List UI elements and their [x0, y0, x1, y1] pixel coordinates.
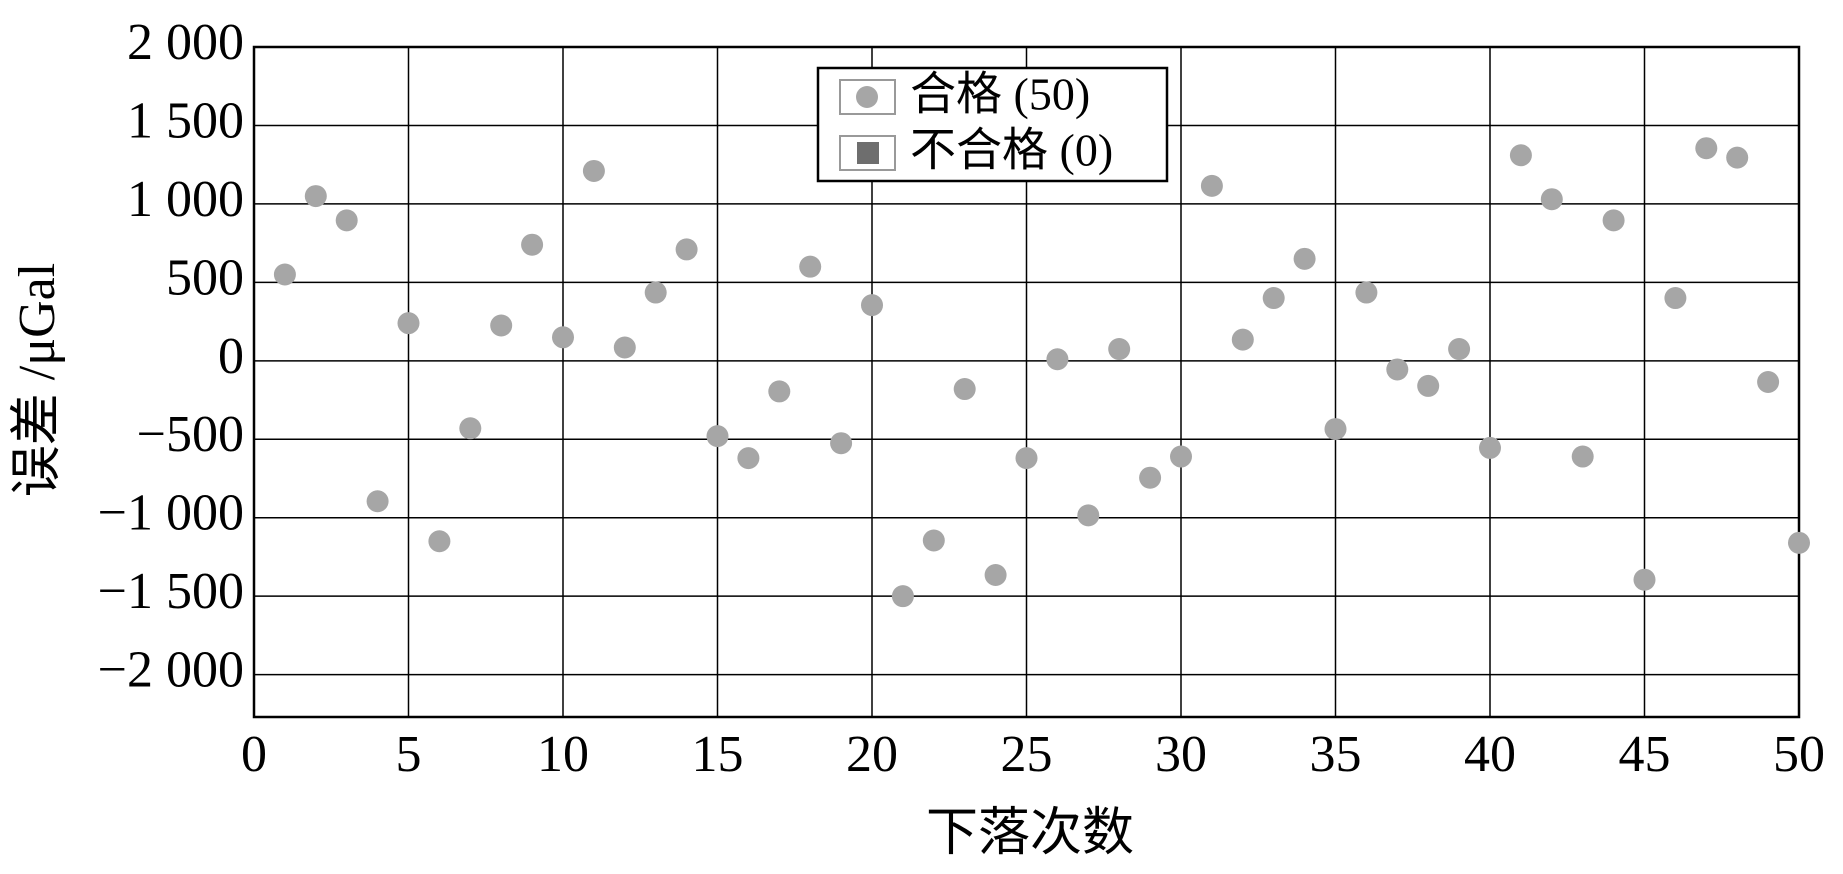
x-tick-label: 50	[1773, 726, 1825, 783]
point	[891, 585, 914, 608]
point	[397, 312, 420, 335]
point	[953, 378, 976, 401]
legend-label: 不合格 (0)	[910, 125, 1113, 176]
point	[1571, 445, 1594, 468]
point	[1262, 287, 1285, 310]
point	[1077, 504, 1100, 527]
point	[706, 425, 729, 448]
y-tick-label: 1 000	[127, 171, 244, 228]
point	[582, 159, 605, 182]
point	[1293, 247, 1316, 270]
point	[830, 432, 853, 455]
point	[552, 326, 574, 349]
x-tick-label: 10	[537, 726, 589, 783]
y-tick-label: 0	[218, 328, 244, 385]
point	[1726, 146, 1749, 169]
y-tick-label: −500	[137, 406, 244, 463]
y-tick-label: −2 000	[98, 642, 244, 699]
y-tick-label: 500	[166, 249, 244, 306]
point	[304, 185, 327, 208]
point	[366, 490, 389, 513]
point	[1757, 371, 1780, 393]
x-axis-label: 下落次数	[926, 805, 1134, 862]
x-tick-label: 25	[1001, 726, 1053, 783]
point	[613, 336, 636, 359]
point	[521, 233, 544, 256]
x-tick-label: 5	[396, 726, 422, 783]
point	[1479, 436, 1501, 459]
point	[644, 281, 667, 304]
point	[1633, 568, 1656, 591]
legend-marker	[856, 86, 878, 108]
y-tick-label: 2 000	[127, 14, 244, 71]
point	[1448, 338, 1471, 361]
point	[1170, 445, 1192, 468]
point	[799, 255, 822, 278]
point	[1695, 137, 1718, 160]
point	[335, 209, 358, 232]
point	[1324, 418, 1347, 441]
point	[1015, 447, 1038, 470]
x-tick-label: 15	[692, 726, 744, 783]
point	[1602, 209, 1625, 232]
x-tick-label: 20	[846, 726, 898, 783]
y-tick-label: 1 500	[127, 92, 244, 149]
y-tick-label: −1 000	[98, 485, 244, 542]
point	[1231, 328, 1254, 351]
point	[737, 447, 760, 470]
point	[1788, 531, 1810, 554]
y-axis-label: 误差 /μGal	[9, 263, 66, 497]
x-tick-label: 0	[241, 726, 267, 783]
point	[984, 563, 1007, 586]
point	[1664, 287, 1687, 310]
point	[1540, 188, 1563, 211]
legend-label: 合格 (50)	[910, 69, 1090, 120]
point	[675, 238, 698, 261]
point	[1139, 466, 1162, 489]
point	[1108, 338, 1131, 361]
x-tick-label: 40	[1464, 726, 1516, 783]
point	[768, 380, 791, 403]
point	[861, 294, 883, 317]
point	[490, 314, 513, 337]
point	[1355, 281, 1378, 304]
y-tick-label: −1 500	[98, 563, 244, 620]
point	[922, 529, 945, 552]
point	[1509, 144, 1532, 167]
x-tick-label: 30	[1155, 726, 1207, 783]
legend-marker	[857, 142, 879, 164]
point	[273, 263, 296, 286]
point	[1046, 348, 1069, 371]
plot-frame	[252, 45, 1801, 719]
point	[1417, 374, 1440, 397]
point	[459, 417, 482, 440]
point	[1386, 358, 1409, 381]
point	[1200, 174, 1223, 197]
point	[428, 530, 451, 553]
x-tick-label: 35	[1310, 726, 1362, 783]
x-tick-label: 45	[1619, 726, 1671, 783]
